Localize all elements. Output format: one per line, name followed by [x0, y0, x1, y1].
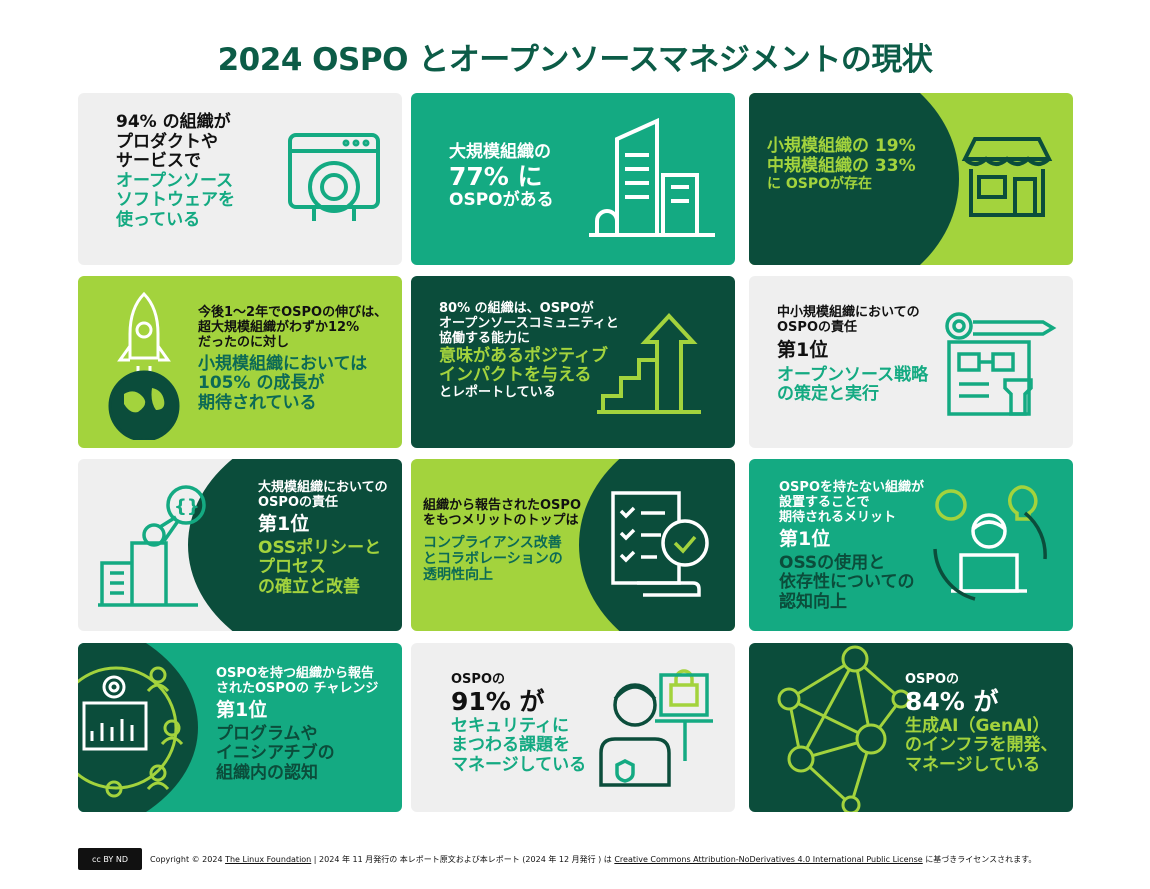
card-highlight: オープンソース戦略	[777, 364, 929, 385]
card-highlight: OSSポリシーと	[258, 537, 382, 558]
stat-card-security: OSPOの 91% が セキュリティに まつわる課題を マネージしている	[411, 643, 735, 812]
card-text: 期待されるメリット	[779, 509, 897, 525]
card-text: 大規模組織においての	[258, 480, 388, 495]
storefront-icon	[961, 137, 1053, 217]
card-text: OSPOの責任	[258, 494, 338, 510]
license-link[interactable]: Creative Commons Attribution-NoDerivativ…	[614, 854, 923, 864]
rank-label: 第1位	[779, 527, 831, 550]
rank-label: 第1位	[777, 338, 829, 361]
card-text: プロダクトや	[116, 131, 218, 152]
svg-text:{}: {}	[174, 496, 200, 517]
card-text: 今後1～2年でOSPOの伸びは、	[198, 305, 388, 320]
card-text: 94% の組織が	[116, 112, 231, 132]
security-person-icon	[599, 669, 713, 787]
card-text: 大規模組織の	[449, 142, 551, 162]
rank-label: 第1位	[258, 512, 310, 535]
card-text: 設置することで	[779, 494, 870, 510]
footer: cc BY ND Copyright © 2024 The Linux Foun…	[78, 848, 1036, 870]
card-highlight: コンプライアンス改善	[423, 534, 562, 551]
card-text: 80% の組織は、OSPOが	[439, 301, 594, 316]
card-highlight: 105% の成長が	[198, 373, 325, 394]
copyright-middle: | 2024 年 11 月発行の 本レポート原文および本レポート (2024 年…	[311, 854, 615, 864]
card-text: 超大規模組織がわずか12%	[198, 319, 360, 335]
card-stat: 84% が	[905, 686, 999, 716]
copyright-text: Copyright © 2024 The Linux Foundation | …	[150, 854, 1036, 865]
card-text: OSPOを持つ組織から報告	[216, 666, 374, 681]
card-highlight: プロセス	[258, 557, 326, 578]
card-text: OSPOがある	[449, 190, 554, 211]
cc-license-badge: cc BY ND	[78, 848, 142, 870]
card-highlight: 透明性向上	[423, 567, 493, 584]
stat-card-genai: OSPOの 84% が 生成AI（GenAI） のインフラを開発、 マネージして…	[749, 643, 1073, 812]
stat-card-top-benefit: 組織から報告されたOSPO をもつメリットのトップは コンプライアンス改善 とコ…	[411, 459, 735, 631]
stat-card-large-org-ospo: 大規模組織の 77% に OSPOがある	[411, 93, 735, 265]
card-text: 小規模組織の 19%	[767, 136, 916, 156]
card-highlight: のインフラを開発、	[905, 735, 1058, 756]
page-title: 2024 OSPO とオープンソースマネジメントの現状	[217, 42, 933, 78]
stat-card-smb-responsibility: 中小規模組織においての OSPOの責任 第1位 オープンソース戦略 の策定と実行	[749, 276, 1073, 448]
card-text: とレポートしている	[439, 384, 556, 400]
stat-card-oss-usage: 94% の組織が プロダクトや サービスで オープンソース ソフトウェアを 使っ…	[78, 93, 402, 265]
card-text: 中規模組織の 33%	[767, 155, 916, 176]
card-highlight: の策定と実行	[777, 384, 879, 405]
card-text: だったのに対し	[198, 334, 290, 350]
growth-chart-icon	[597, 313, 701, 414]
rocket-globe-icon	[108, 291, 180, 440]
card-highlight: とコラボレーションの	[423, 550, 563, 567]
card-highlight: の確立と改善	[258, 576, 360, 597]
card-text: サービスで	[116, 151, 201, 172]
people-network-icon	[78, 666, 184, 798]
stat-card-expected-benefit: OSPOを持たない組織が 設置することで 期待されるメリット 第1位 OSSの使…	[749, 459, 1073, 631]
card-text: 協働する能力に	[439, 330, 531, 346]
stat-card-growth: 今後1～2年でOSPOの伸びは、 超大規模組織がわずか12% だったのに対し 小…	[78, 276, 402, 448]
checklist-gear-icon	[611, 491, 709, 597]
card-stat: 91% が	[451, 686, 545, 716]
copyright-suffix: に基づきライセンスされます。	[922, 854, 1037, 864]
network-nodes-icon	[777, 645, 911, 812]
card-text: OSPOの責任	[777, 319, 857, 335]
card-highlight: ソフトウェアを	[116, 190, 235, 211]
card-stat: 77% に	[449, 161, 543, 191]
card-text: に OSPOが存在	[767, 176, 873, 193]
card-text: OSPOの	[905, 672, 959, 687]
card-highlight: 組織内の認知	[216, 762, 318, 783]
stat-card-community-impact: 80% の組織は、OSPOが オープンソースコミュニティと 協働する能力に 意味…	[411, 276, 735, 448]
strategy-icon	[945, 312, 1057, 416]
card-text: をもつメリットのトップは	[423, 512, 579, 528]
developer-laptop-icon	[933, 485, 1047, 601]
card-highlight: インパクトを与える	[439, 365, 592, 386]
card-highlight: まつわる課題を	[451, 735, 570, 756]
card-text: 組織から報告されたOSPO	[423, 498, 581, 513]
stat-card-large-org-responsibility: {} 大規模組織においての OSPOの責任 第1位 OSSポリシーと プロセス …	[78, 459, 402, 631]
card-highlight: 使っている	[116, 209, 201, 230]
card-highlight: セキュリティに	[451, 715, 569, 736]
linux-foundation-link[interactable]: The Linux Foundation	[225, 854, 312, 864]
rank-label: 第1位	[216, 698, 268, 721]
card-text: 中小規模組織においての	[777, 305, 920, 320]
card-highlight: 認知向上	[779, 591, 847, 612]
card-highlight: オープンソース	[116, 170, 234, 191]
card-highlight: 期待されている	[198, 392, 317, 413]
card-text: OSPOの	[451, 672, 505, 687]
card-highlight: 依存性についての	[779, 572, 915, 593]
card-text: OSPOを持たない組織が	[779, 480, 924, 495]
card-highlight: 生成AI（GenAI）	[905, 715, 1050, 736]
card-highlight: OSSの使用と	[779, 552, 886, 573]
copyright-prefix: Copyright © 2024	[150, 854, 226, 864]
card-highlight: マネージしている	[905, 754, 1041, 775]
card-highlight: 小規模組織においては	[198, 353, 368, 374]
card-highlight: プログラムや	[216, 723, 318, 744]
stat-card-small-mid-org-ospo: 小規模組織の 19% 中規模組織の 33% に OSPOが存在	[749, 93, 1073, 265]
stat-card-top-challenge: OSPOを持つ組織から報告 されたOSPOの チャレンジ 第1位 プログラムや …	[78, 643, 402, 812]
card-highlight: 意味があるポジティブ	[439, 345, 608, 366]
card-highlight: マネージしている	[451, 754, 587, 775]
card-text: されたOSPOの チャレンジ	[216, 680, 379, 696]
card-highlight: イニシアチブの	[216, 743, 335, 764]
browser-code-icon	[288, 133, 380, 221]
policy-building-icon: {}	[98, 485, 206, 607]
card-text: オープンソースコミュニティと	[439, 315, 619, 331]
office-building-icon	[589, 117, 715, 237]
